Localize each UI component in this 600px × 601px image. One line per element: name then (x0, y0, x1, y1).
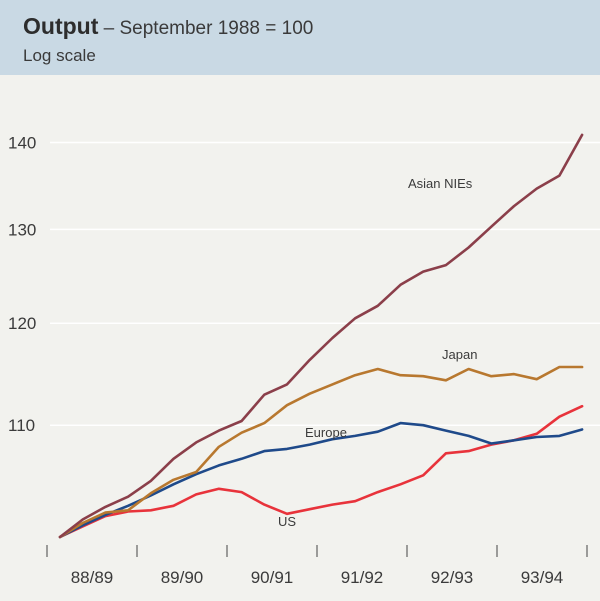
chart-title-rest: – September 1988 = 100 (98, 18, 314, 39)
series-line-japan (58, 365, 584, 539)
x-tick-label: 92/93 (431, 568, 474, 587)
series-lines (58, 133, 584, 539)
x-axis: 88/89 89/90 90/91 91/92 92/93 93/94 (46, 545, 588, 587)
gridlines (50, 141, 600, 426)
series-label-japan: Japan (442, 347, 477, 362)
x-tick-label: 89/90 (161, 568, 204, 587)
series-labels: Asian NIEs Japan Europe US (278, 176, 477, 529)
x-tick-label: 88/89 (71, 568, 114, 587)
x-tick-label: 91/92 (341, 568, 384, 587)
chart-title: Output – September 1988 = 100 (23, 13, 313, 40)
y-tick-label: 110 (8, 416, 35, 435)
y-tick-label: 130 (8, 220, 36, 239)
chart-header: Output – September 1988 = 100 Log scale (0, 0, 600, 75)
y-tick-label: 140 (8, 133, 36, 152)
x-tick-label: 90/91 (251, 568, 294, 587)
chart-title-bold: Output (23, 13, 99, 39)
x-tick-label: 93/94 (521, 568, 564, 587)
series-label-asian-nies: Asian NIEs (408, 176, 473, 191)
series-line-europe (58, 421, 584, 539)
series-label-us: US (278, 514, 296, 529)
series-line-asian-nies (58, 133, 584, 539)
y-tick-label: 120 (8, 314, 36, 333)
y-axis-ticks: 110 120 130 140 (8, 133, 36, 435)
chart-subtitle: Log scale (23, 46, 96, 65)
series-label-europe: Europe (305, 425, 347, 440)
